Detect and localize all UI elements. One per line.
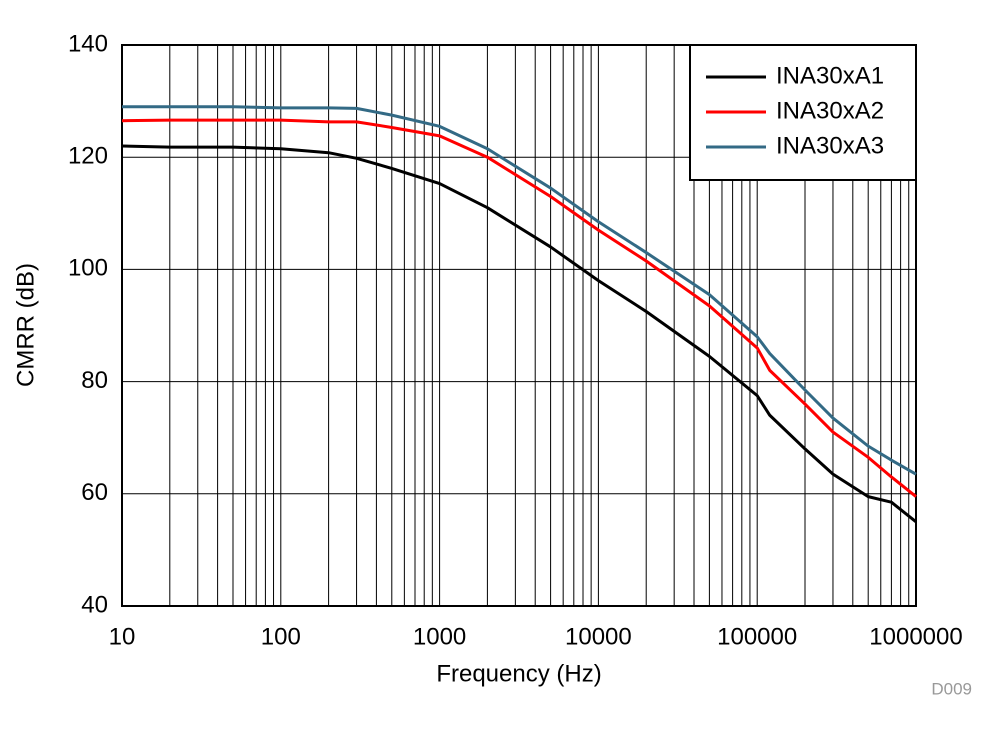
- x-tick-label: 1000000: [869, 623, 962, 650]
- x-tick-label: 1000: [413, 623, 466, 650]
- y-tick-label: 120: [68, 143, 108, 170]
- series-line: [121, 144, 917, 524]
- x-axis-label: Frequency (Hz): [436, 660, 601, 687]
- plot-frame: [121, 44, 917, 607]
- x-tick-label: 100: [261, 623, 301, 650]
- annotation: D009: [931, 679, 972, 698]
- series-line: [121, 118, 917, 498]
- y-axis-label: CMRR (dB): [12, 263, 39, 387]
- y-tick-label: 40: [81, 591, 108, 618]
- legend-label: INA30xA1: [776, 62, 884, 89]
- x-tick-label: 10000: [565, 623, 632, 650]
- y-tick-label: 100: [68, 255, 108, 282]
- legend-label: INA30xA3: [776, 132, 884, 159]
- x-tick-label: 100000: [717, 623, 797, 650]
- series-line: [122, 105, 917, 476]
- y-tick-label: 60: [81, 479, 108, 506]
- x-tick-label: 10: [109, 623, 136, 650]
- y-tick-label: 140: [68, 30, 108, 57]
- y-tick-label: 80: [81, 367, 108, 394]
- legend-label: INA30xA2: [776, 97, 884, 124]
